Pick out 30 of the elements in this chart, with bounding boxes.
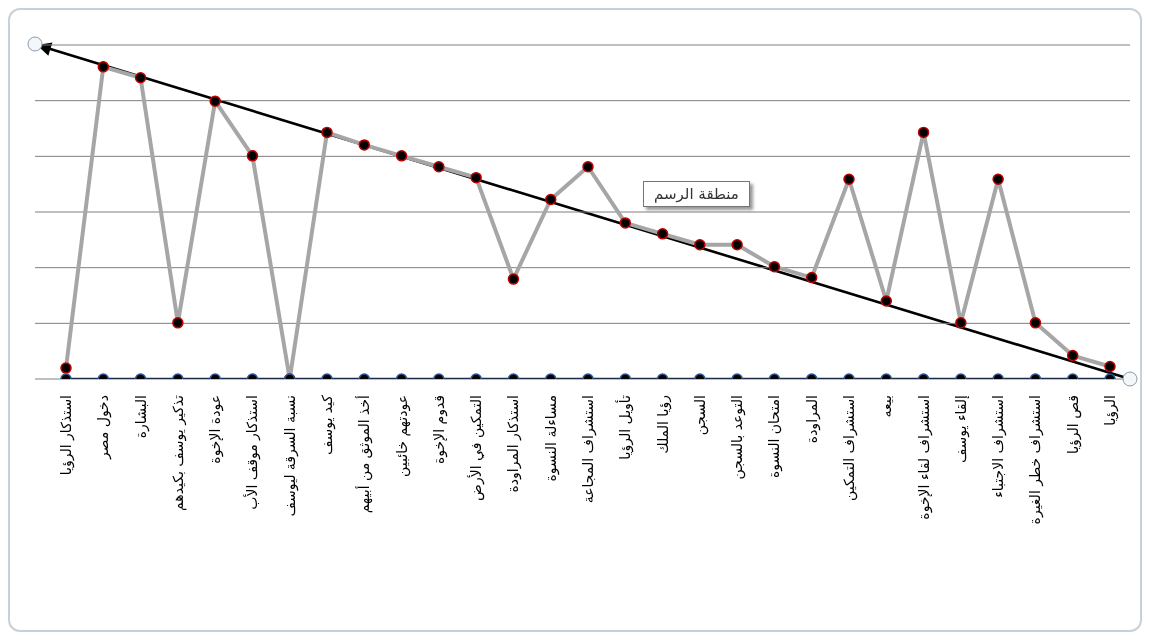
x-tick-label: امتحان النسوة [766,395,784,479]
x-tick-label: إلقاء يوسف [952,394,970,463]
x-tick-label: دخول مصر [95,395,113,461]
x-tick-label: استذكار الرؤيا [58,395,75,476]
annotation: منطقة الرسم [643,181,750,207]
x-tick-label: استشراف الاجتباء [990,395,1008,498]
x-tick-label: قص الرؤيا [1064,395,1082,455]
x-tick-label: استشراف المجاعة [580,395,597,504]
x-tick-label: استذكار موقف الأب [243,395,262,510]
x-tick-label: أخذ الموثق من أبيهم [355,394,374,514]
x-tick-label: قدوم الإخوة [430,395,448,465]
x-tick-label: تأويل الرؤيا [615,394,635,460]
x-tick-label: عودة الإخوة [207,395,225,464]
x-tick-label: استذكار المراودة [505,395,523,493]
x-tick-label: السجن [691,395,709,436]
x-tick-label: كيد يوسف [319,394,336,456]
x-tick-label: تذكير يوسف بكيدهم [169,394,187,512]
x-tick-label: البشارة [132,395,150,439]
x-tick-label: مساءلة النسوة [542,395,560,482]
x-tick-label: بيعه [878,395,895,418]
x-tick-label: استشراف لقاء الإخوة [915,395,933,520]
x-tick-label: المراودة [803,395,821,444]
x-tick-label: التمكين في الأرض [467,395,486,501]
x-tick-label: عودتهم خائبين [393,395,411,477]
x-tick-label: نسبة السرقة ليوسف [281,395,299,517]
x-tick-label: رؤيا الملك [654,395,672,454]
x-tick-label: استشراف التمكين [841,395,858,501]
x-tick-label: التوعد بالسجن [729,395,747,480]
x-tick-label: استشراف خطر الغيرة [1027,395,1045,525]
x-tick-label: الرؤيا [1102,395,1119,426]
